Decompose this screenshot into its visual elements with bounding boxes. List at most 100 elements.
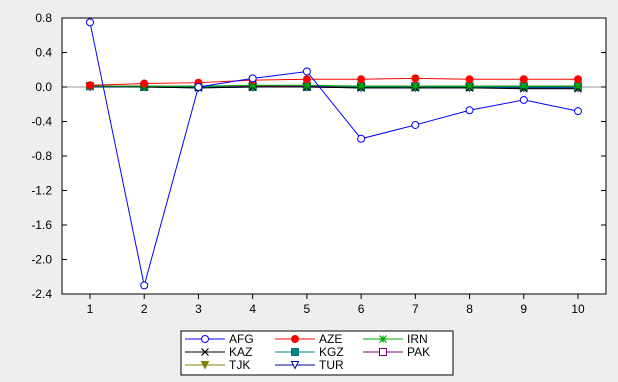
legend-label-tjk: TJK xyxy=(229,358,250,372)
x-tick-label: 1 xyxy=(87,302,94,316)
data-point-afg xyxy=(357,134,366,143)
x-tick-label: 9 xyxy=(520,302,527,316)
y-tick-label: -2.0 xyxy=(31,253,52,267)
data-point-aze xyxy=(302,75,311,84)
data-point-afg xyxy=(519,95,528,104)
legend-label-pak: PAK xyxy=(407,345,430,359)
series-line-kaz xyxy=(89,85,578,90)
data-point-irn-shape xyxy=(357,82,366,91)
legend-item-afg: AFG xyxy=(185,332,254,346)
legend-marker-tjk-shape xyxy=(200,361,210,370)
legend-marker-tur-shape xyxy=(290,361,300,370)
data-point-afg-shape xyxy=(465,106,474,115)
legend-marker-irn-shape xyxy=(379,335,387,343)
data-point-irn xyxy=(519,82,528,91)
legend-label-kaz: KAZ xyxy=(229,345,252,359)
y-tick-label: 0.8 xyxy=(35,11,52,25)
legend-marker-kgz xyxy=(291,348,299,356)
data-point-irn-shape xyxy=(574,82,582,91)
y-tick-label: -0.4 xyxy=(31,115,52,129)
x-tick-label: 8 xyxy=(466,302,473,316)
data-point-afg-shape xyxy=(574,107,582,116)
data-point-afg-shape xyxy=(248,74,257,83)
data-point-afg xyxy=(194,83,203,91)
data-point-afg xyxy=(574,107,582,116)
data-point-afg-shape xyxy=(357,134,366,143)
data-point-irn xyxy=(465,82,474,91)
legend-item-kgz: KGZ xyxy=(275,345,344,359)
x-tick-label: 7 xyxy=(412,302,419,316)
data-point-irn-shape xyxy=(248,81,257,90)
data-point-afg-shape xyxy=(302,67,311,76)
data-point-irn-shape xyxy=(465,82,474,91)
legend-label-tur: TUR xyxy=(319,358,344,372)
legend-marker-kaz xyxy=(201,348,209,356)
legend-box xyxy=(180,330,454,376)
x-tick-label: 5 xyxy=(304,302,311,316)
data-point-aze-shape xyxy=(302,75,311,84)
data-point-afg-shape xyxy=(411,120,420,129)
data-point-afg-shape xyxy=(194,83,203,91)
data-point-irn xyxy=(302,81,311,90)
data-point-afg xyxy=(248,74,257,83)
data-point-aze-shape xyxy=(411,74,420,83)
data-point-afg-shape xyxy=(519,95,528,104)
data-point-aze xyxy=(357,75,366,84)
data-point-afg xyxy=(302,67,311,76)
data-point-irn xyxy=(574,82,582,91)
data-point-aze-shape xyxy=(519,75,528,84)
y-tick-label: -2.4 xyxy=(31,287,52,301)
legend-marker-aze xyxy=(291,335,299,343)
legend-marker-tur xyxy=(290,361,300,370)
y-tick-label: -1.6 xyxy=(31,218,52,232)
legend-marker-afg xyxy=(201,335,209,343)
legend-marker-tjk xyxy=(200,361,210,370)
data-point-irn-shape xyxy=(302,81,311,90)
data-point-aze-shape xyxy=(357,75,366,84)
data-point-aze-shape xyxy=(86,81,94,90)
legend-item-tur: TUR xyxy=(275,358,344,372)
x-tick-label: 6 xyxy=(358,302,365,316)
y-tick-label: -0.8 xyxy=(31,149,52,163)
legend-item-kaz: KAZ xyxy=(185,345,252,359)
legend-marker-pak xyxy=(379,348,387,356)
plot-area xyxy=(62,18,606,294)
y-tick-label: -1.2 xyxy=(31,184,52,198)
legend-marker-aze-shape xyxy=(291,335,299,343)
legend-item-irn: IRN xyxy=(363,332,428,346)
legend-item-aze: AZE xyxy=(275,332,342,346)
data-point-aze xyxy=(574,75,582,84)
x-tick-label: 3 xyxy=(195,302,202,316)
x-tick-label: 10 xyxy=(571,302,585,316)
legend-label-aze: AZE xyxy=(319,332,342,346)
data-point-aze xyxy=(519,75,528,84)
legend-marker-kgz-shape xyxy=(291,348,299,356)
y-tick-label: 0.0 xyxy=(35,80,52,94)
legend-item-pak: PAK xyxy=(363,345,430,359)
data-point-aze xyxy=(411,74,420,83)
plot-frame xyxy=(61,17,607,295)
data-point-afg xyxy=(411,120,420,129)
data-point-aze xyxy=(140,79,149,88)
data-point-aze-shape xyxy=(465,75,474,84)
data-point-irn-shape xyxy=(411,82,420,91)
legend-label-afg: AFG xyxy=(229,332,254,346)
data-point-aze xyxy=(465,75,474,84)
data-point-afg xyxy=(86,18,94,27)
legend-label-kgz: KGZ xyxy=(319,345,344,359)
data-point-afg xyxy=(465,106,474,115)
x-tick-label: 4 xyxy=(249,302,256,316)
legend-item-tjk: TJK xyxy=(185,358,250,372)
data-point-irn-shape xyxy=(519,82,528,91)
data-point-afg-shape xyxy=(140,281,149,290)
data-point-aze-shape xyxy=(574,75,582,84)
data-point-irn xyxy=(411,82,420,91)
data-point-aze-shape xyxy=(140,79,149,88)
legend-marker-pak-shape xyxy=(379,348,387,356)
series-line-afg xyxy=(89,22,579,286)
x-tick-label: 2 xyxy=(141,302,148,316)
legend-marker-irn xyxy=(379,335,387,343)
y-tick-label: 0.4 xyxy=(35,46,52,60)
data-point-irn xyxy=(248,81,257,90)
